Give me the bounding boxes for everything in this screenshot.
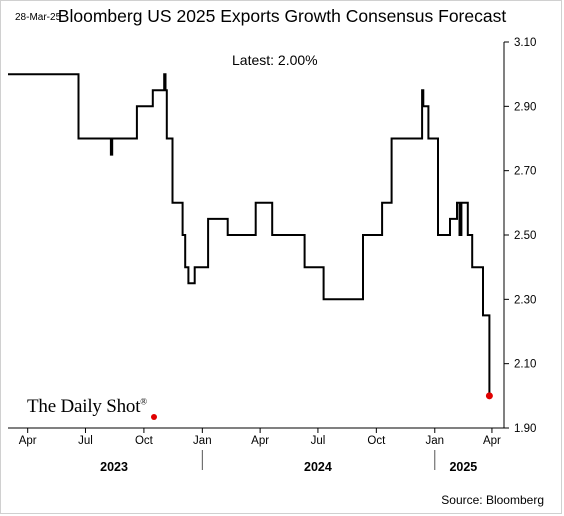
x-tick-label: Apr: [19, 435, 37, 447]
logo-mark: ®: [140, 396, 147, 407]
daily-shot-logo: The Daily Shot®: [27, 396, 147, 418]
x-tick-label: Jul: [78, 435, 93, 447]
x-tick-label: Oct: [135, 435, 154, 447]
x-tick-label: Oct: [367, 435, 386, 447]
x-tick-label: Jan: [426, 435, 445, 447]
y-tick-label: 2.50: [514, 230, 536, 242]
x-tick-label: Apr: [483, 435, 501, 447]
y-tick-label: 2.10: [514, 359, 536, 371]
latest-annotation: Latest: 2.00%: [232, 52, 318, 68]
latest-point-marker: [485, 392, 493, 400]
y-tick-label: 2.70: [514, 166, 536, 178]
y-tick-label: 1.90: [514, 423, 536, 435]
year-label: 2025: [449, 460, 477, 474]
date-stamp: 28-Mar-25: [15, 12, 62, 23]
year-label: 2024: [304, 460, 332, 474]
y-tick-label: 2.30: [514, 294, 536, 306]
x-tick-label: Jul: [311, 435, 326, 447]
x-tick-label: Apr: [251, 435, 269, 447]
series-lines: [8, 73, 493, 400]
y-tick-label: 3.10: [514, 37, 536, 49]
y-tick-label: 2.90: [514, 101, 536, 113]
logo-dot-icon: [151, 414, 157, 420]
logo-text: The Daily Shot: [27, 396, 141, 417]
chart-title: Bloomberg US 2025 Exports Growth Consens…: [57, 6, 507, 26]
source-note: Source: Bloomberg: [441, 493, 544, 507]
year-label: 2023: [100, 460, 128, 474]
series-line: [8, 73, 491, 396]
tick-labels: 1.90 2.10 2.30 2.50 2.70 2.90 3.10 Apr Jul Oct Jan…: [19, 37, 537, 474]
chart-axes: [8, 41, 509, 470]
x-tick-label: Jan: [193, 435, 212, 447]
